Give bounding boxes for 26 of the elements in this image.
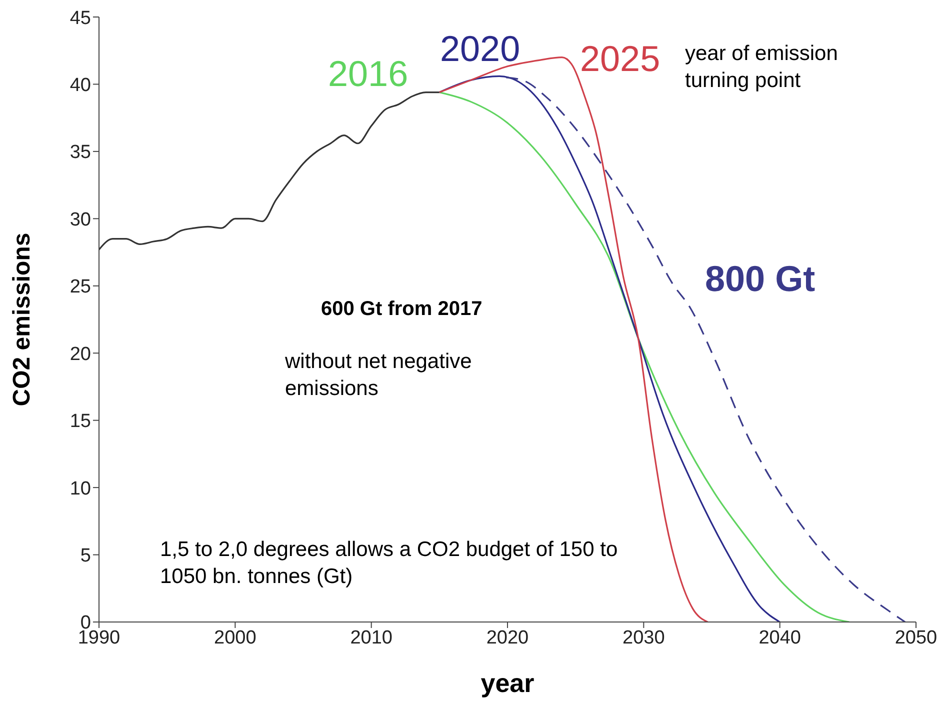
x-tick-label: 2000	[214, 627, 256, 648]
x-tick-label: 2030	[622, 627, 665, 648]
y-tick-label: 20	[70, 344, 91, 365]
y-tick-label: 40	[70, 74, 91, 96]
x-axis-title: year	[480, 668, 534, 698]
y-tick-label: 45	[70, 8, 91, 29]
y-tick-label: 35	[70, 142, 91, 164]
y-axis-title: CO2 emissions	[8, 232, 36, 406]
line-series	[99, 91, 440, 250]
x-tick-label: 2050	[894, 627, 938, 648]
annotation: year of emission turning point	[685, 41, 839, 94]
y-tick-label: 25	[70, 276, 91, 298]
y-tick-label: 10	[70, 478, 91, 500]
y-tick-label: 15	[70, 411, 91, 432]
x-tick-label: 2020	[486, 627, 529, 648]
annotation: 600 Gt from 2017	[321, 297, 484, 322]
series-label: 2016	[328, 53, 408, 95]
series-label: 2020	[440, 28, 520, 70]
annotation: without net negative emissions	[285, 349, 473, 402]
series-label: 2025	[580, 38, 660, 80]
annotation: 1,5 to 2,0 degrees allows a CO2 budget of 150 to 1050 bn. tonnes (Gt)	[160, 537, 619, 590]
series-label: 800 Gt	[705, 258, 816, 300]
y-tick-label: 30	[70, 209, 91, 230]
x-tick-label: 2010	[350, 627, 392, 648]
x-tick-label: 2040	[758, 627, 801, 648]
y-tick-label: 5	[80, 546, 91, 567]
